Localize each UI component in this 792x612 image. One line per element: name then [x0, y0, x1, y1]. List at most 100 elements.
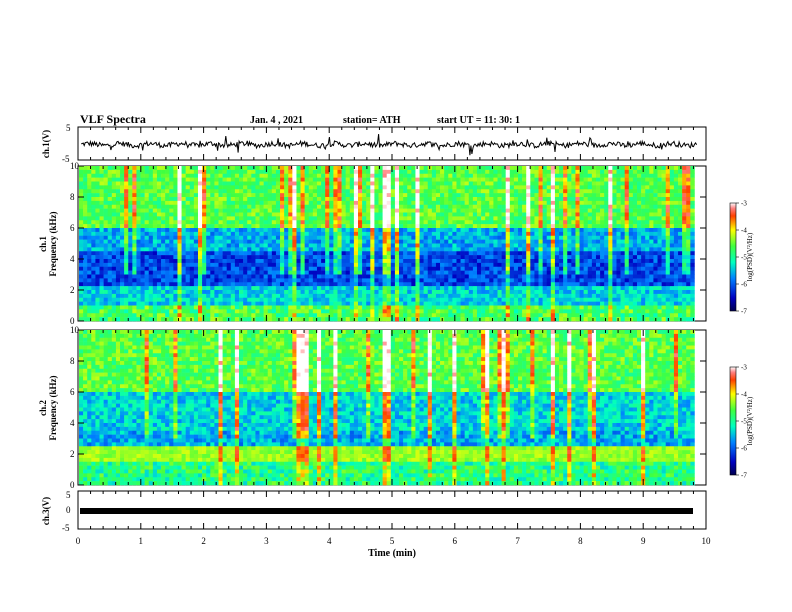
spectrogram-cell	[513, 208, 519, 213]
spectrogram-cell	[411, 301, 416, 306]
spectrogram-cell	[485, 317, 490, 322]
spectrogram-cell	[91, 259, 96, 264]
spectrogram-cell	[83, 297, 88, 302]
spectrogram-cell	[255, 301, 260, 306]
spectrogram-cell	[156, 228, 162, 233]
spectrogram-cell	[526, 247, 531, 252]
spectrogram-cell	[251, 224, 256, 229]
spectrogram-cell	[358, 169, 363, 175]
spectrogram-cell	[468, 313, 474, 318]
spectrogram-cell	[99, 173, 104, 178]
spectrogram-cell	[308, 200, 314, 206]
spectrogram-cell	[156, 166, 162, 171]
spectrogram-cell	[329, 274, 334, 279]
spectrogram-cell	[435, 216, 441, 221]
spectrogram-cell	[259, 185, 264, 190]
spectrogram-cell	[87, 293, 92, 299]
spectrogram-cell	[501, 197, 506, 202]
spectrogram-cell	[567, 282, 572, 287]
spectrogram-cell	[440, 216, 445, 221]
spectrogram-cell	[136, 266, 141, 271]
spectrogram-cell	[358, 177, 363, 182]
spectrogram-cell	[308, 274, 314, 279]
spectrogram-cell	[206, 212, 211, 217]
spectrogram-cell	[349, 313, 355, 318]
spectrogram-cell	[444, 239, 449, 244]
spectrogram-cell	[575, 282, 580, 287]
spectrogram-cell	[362, 204, 367, 209]
spectrogram-cell	[321, 193, 326, 198]
spectrogram-cell	[79, 255, 84, 260]
spectrogram-cell	[218, 247, 223, 252]
spectrogram-cell	[505, 305, 511, 310]
spectrogram-cell	[526, 313, 531, 318]
spectrogram-cell	[427, 208, 433, 213]
spectrogram-cell	[136, 282, 141, 287]
spectrogram-cell	[177, 200, 182, 206]
spectrogram-cell	[91, 262, 96, 268]
spectrogram-cell	[489, 197, 494, 202]
spectrogram-cell	[132, 212, 137, 217]
spectrogram-cell	[222, 189, 227, 194]
spectrogram-cell	[321, 177, 326, 182]
spectrogram-cell	[140, 197, 145, 202]
spectrogram-cell	[382, 266, 388, 271]
spectrogram-cell	[468, 309, 474, 314]
spectrogram-cell	[353, 270, 359, 275]
spectrogram-cell	[140, 290, 145, 295]
spectrogram-cell	[345, 266, 351, 271]
spectrogram-cell	[567, 262, 572, 268]
spectrogram-cell	[563, 231, 568, 237]
spectrogram-cell	[386, 297, 392, 302]
spectrogram-cell	[546, 231, 552, 237]
spectrogram-cell	[140, 259, 145, 264]
spectrogram-cell	[440, 177, 445, 182]
spectrogram-cell	[337, 224, 342, 229]
spectrogram-cell	[321, 231, 326, 237]
spectrogram-cell	[161, 247, 166, 252]
spectrogram-cell	[333, 228, 338, 233]
spectrogram-cell	[325, 185, 330, 190]
spectrogram-cell	[288, 173, 293, 178]
spectrogram-cell	[435, 177, 441, 182]
spectrogram-cell	[185, 259, 191, 264]
spectrogram-cell	[345, 169, 351, 175]
spectrogram-cell	[427, 293, 433, 299]
spectrogram-cell	[567, 317, 572, 322]
spectrogram-cell	[132, 204, 137, 209]
spectrogram-cell	[559, 216, 564, 221]
spectrogram-cell	[124, 270, 129, 275]
spectrogram-cell	[210, 231, 215, 237]
spectrogram-cell	[259, 177, 264, 182]
spectrogram-cell	[505, 270, 511, 275]
spectrogram-cell	[239, 177, 244, 182]
spectrogram-cell	[79, 197, 84, 202]
spectrogram-cell	[214, 228, 219, 233]
spectrogram-cell	[337, 208, 342, 213]
spectrogram-cell	[481, 177, 486, 182]
spectrogram-cell	[493, 301, 498, 306]
spectrogram-cell	[222, 297, 227, 302]
spectrogram-cell	[316, 255, 322, 260]
spectrogram-cell	[407, 193, 412, 198]
spectrogram-cell	[534, 239, 539, 244]
spectrogram-cell	[95, 262, 100, 268]
spectrogram-cell	[226, 266, 232, 271]
spectrogram-cell	[390, 251, 396, 256]
spectrogram-cell	[534, 297, 539, 302]
spectrogram-cell	[173, 204, 178, 209]
spectrogram-cell	[403, 255, 408, 260]
spectrogram-cell	[530, 290, 535, 295]
spectrogram-cell	[316, 274, 322, 279]
spectrogram-cell	[452, 231, 457, 237]
spectrogram-cell	[538, 189, 543, 194]
spectrogram-cell	[230, 305, 236, 310]
spectrogram-cell	[403, 200, 408, 206]
spectrogram-cell	[427, 193, 433, 198]
spectrogram-cell	[345, 231, 351, 237]
spectrogram-cell	[206, 243, 211, 248]
spectrogram-cell	[464, 197, 470, 202]
spectrogram-cell	[144, 185, 150, 190]
spectrogram-cell	[165, 166, 170, 171]
spectrogram-cell	[518, 193, 523, 198]
